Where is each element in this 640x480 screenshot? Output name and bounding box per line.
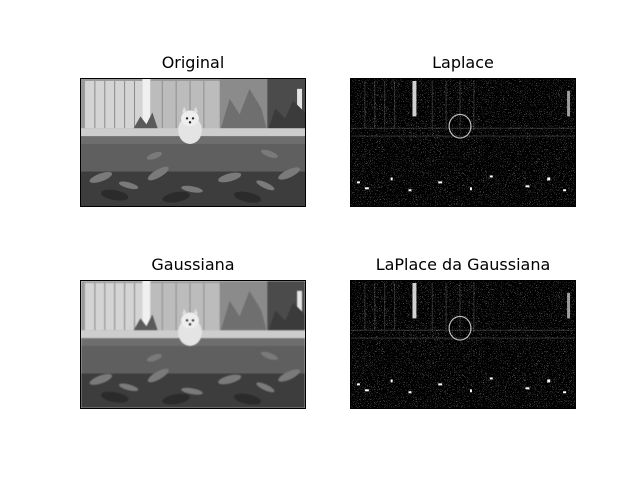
image-gaussiana xyxy=(80,280,306,409)
panel-title-original: Original xyxy=(161,53,225,72)
blurred-grayscale-image xyxy=(81,281,305,408)
panel-title-laplace-gaussiana: LaPlace da Gaussiana xyxy=(375,255,551,274)
panel-title-laplace: Laplace xyxy=(432,53,494,72)
image-laplace xyxy=(350,78,576,207)
panel-original: Original xyxy=(80,52,306,207)
panel-gaussiana: Gaussiana xyxy=(80,254,306,409)
grayscale-image xyxy=(81,79,305,206)
panel-title-gaussiana: Gaussiana xyxy=(151,255,235,274)
image-laplace-gaussiana xyxy=(350,280,576,409)
panel-laplace-gaussiana: LaPlace da Gaussiana xyxy=(350,254,576,409)
edge-image xyxy=(351,79,575,206)
panel-laplace: Laplace xyxy=(350,52,576,207)
image-original xyxy=(80,78,306,207)
edge-image-smoothed xyxy=(351,281,575,408)
